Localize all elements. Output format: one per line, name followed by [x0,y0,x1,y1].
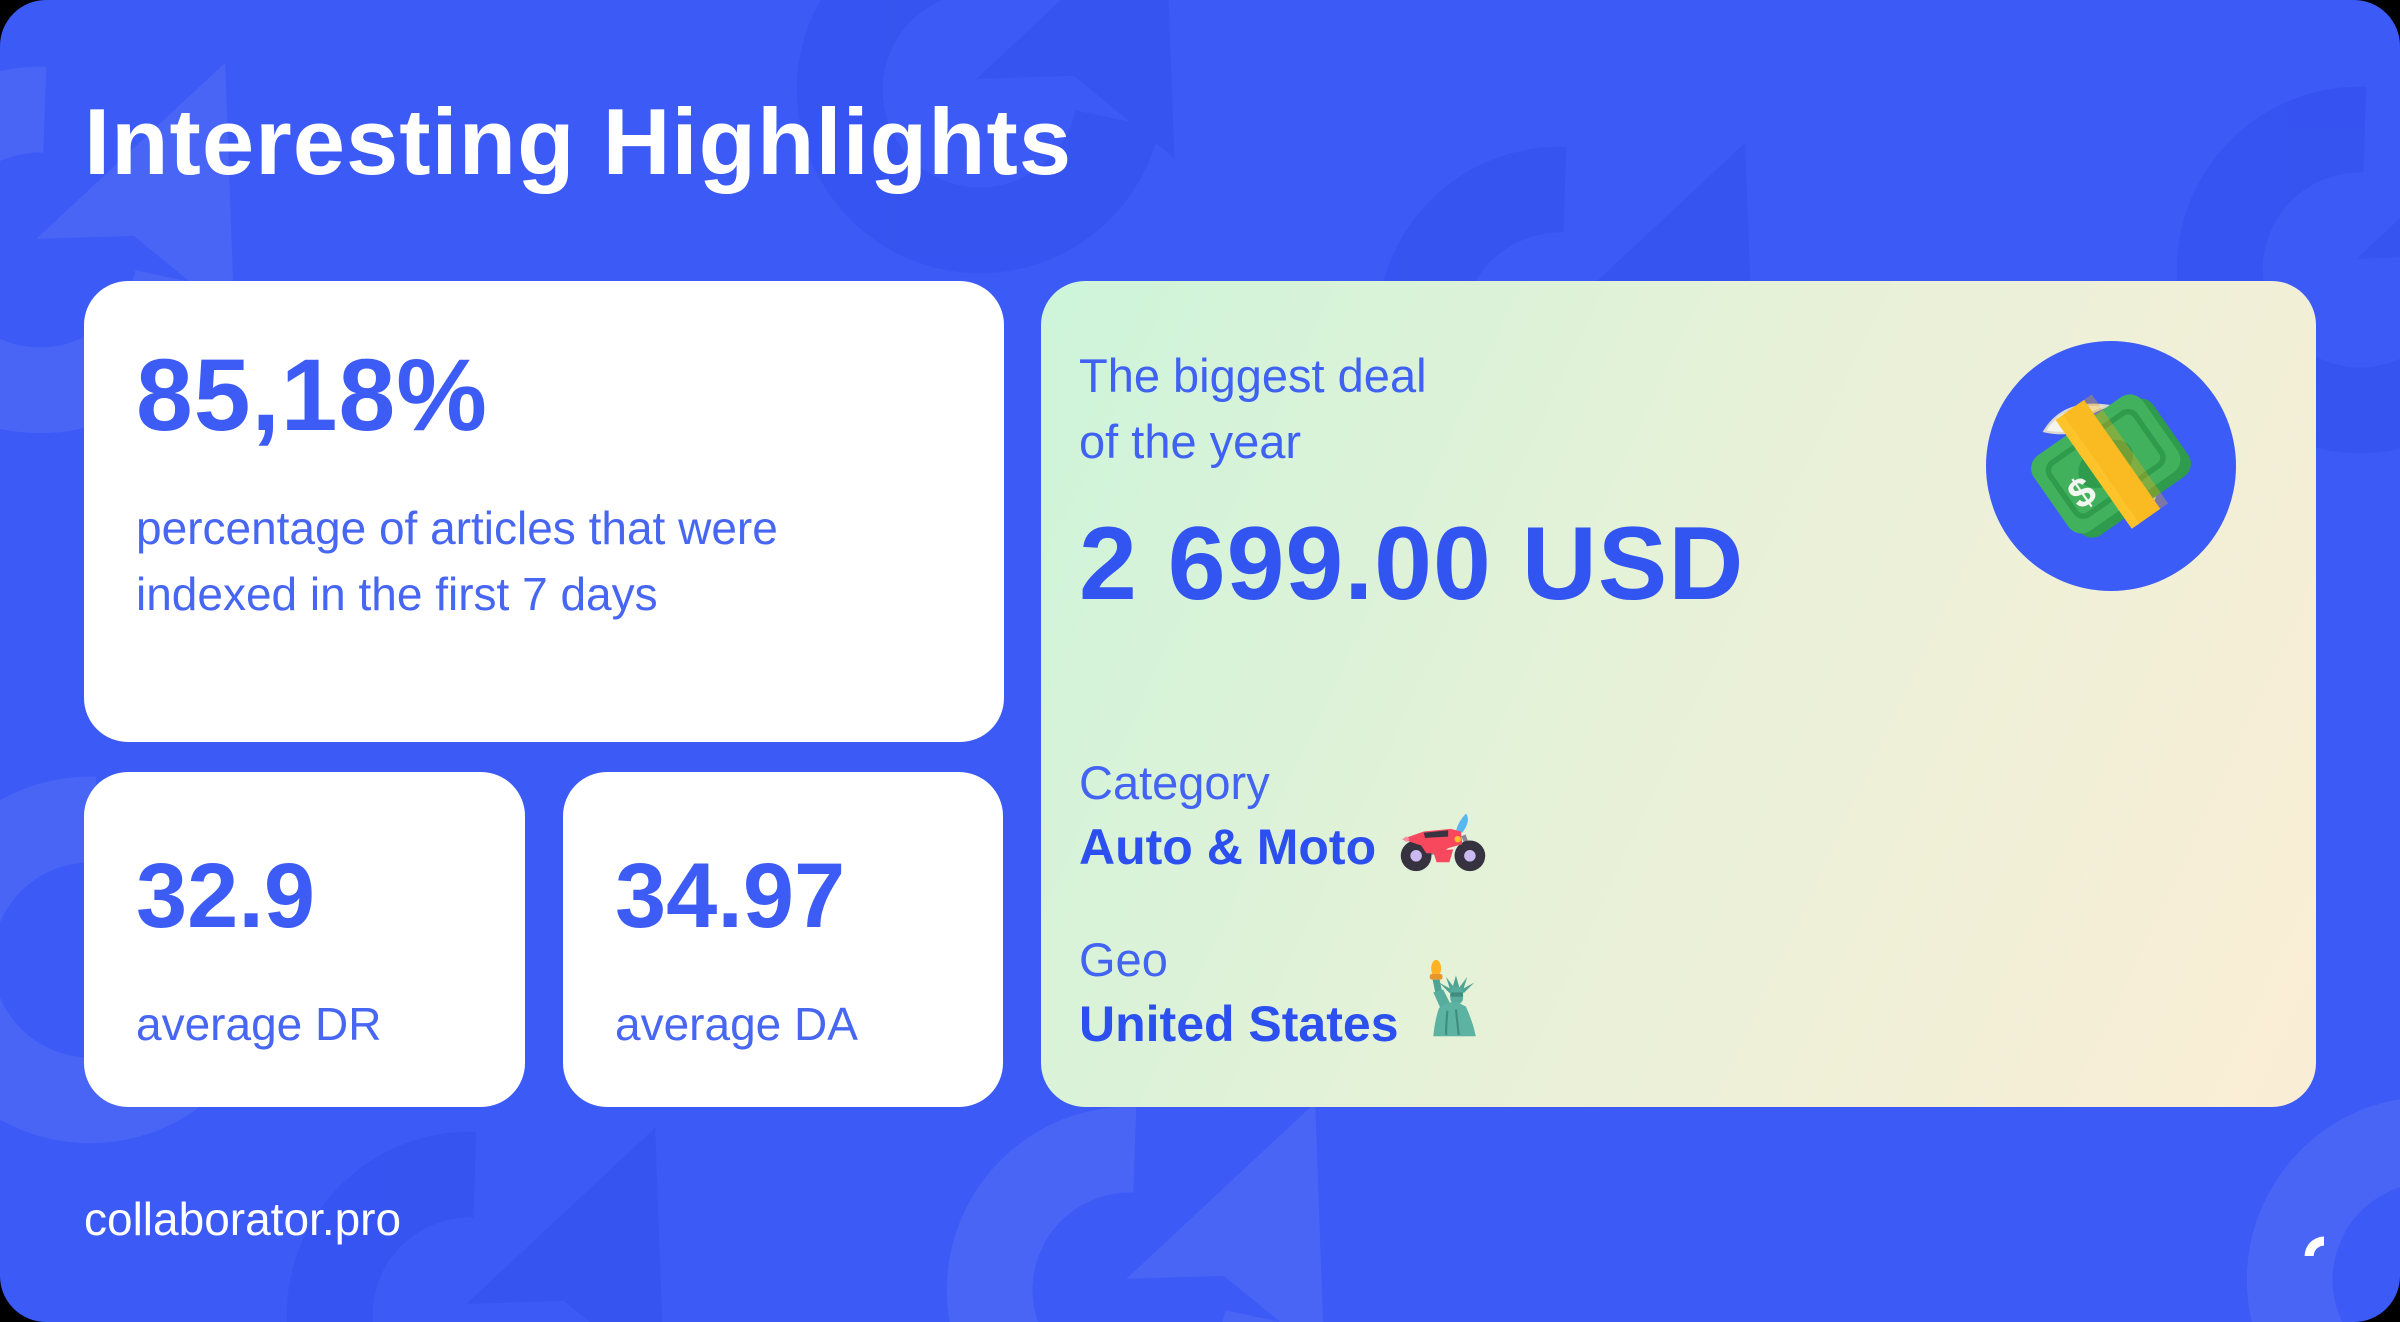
collaborator-logo-icon [2258,1190,2324,1256]
site-url: collaborator.pro [84,1193,402,1245]
average-da-label: average DA [615,998,858,1050]
motorcycle-icon [1400,813,1486,872]
average-da-value: 34.97 [615,845,846,947]
statue-of-liberty-icon [1429,959,1476,1037]
category-value: Auto & Moto [1079,819,1377,875]
stat-card-indexed: 85,18% percentage of articles that were … [84,281,1004,742]
deal-meta: Category Auto & Moto [1079,755,1488,1053]
biggest-deal-card: The biggest deal of the year 2 699.00 US… [1041,281,2316,1107]
geo-label: Geo [1079,933,1168,986]
money-with-wings-icon: $ [1986,341,2236,591]
category-label: Category [1079,756,1270,809]
stat-card-average-dr: 32.9 average DR [84,772,525,1107]
page-title: Interesting Highlights [84,89,1073,194]
indexed-percentage-description: percentage of articles that were indexed… [136,502,778,620]
average-dr-label: average DR [136,998,382,1050]
deal-amount: 2 699.00 USD [1079,505,1745,622]
geo-value: United States [1079,996,1399,1052]
stat-card-average-da: 34.97 average DA [563,772,1003,1107]
average-dr-value: 32.9 [136,845,316,947]
deal-title: The biggest deal of the year [1079,349,1427,468]
indexed-percentage-value: 85,18% [136,338,488,452]
